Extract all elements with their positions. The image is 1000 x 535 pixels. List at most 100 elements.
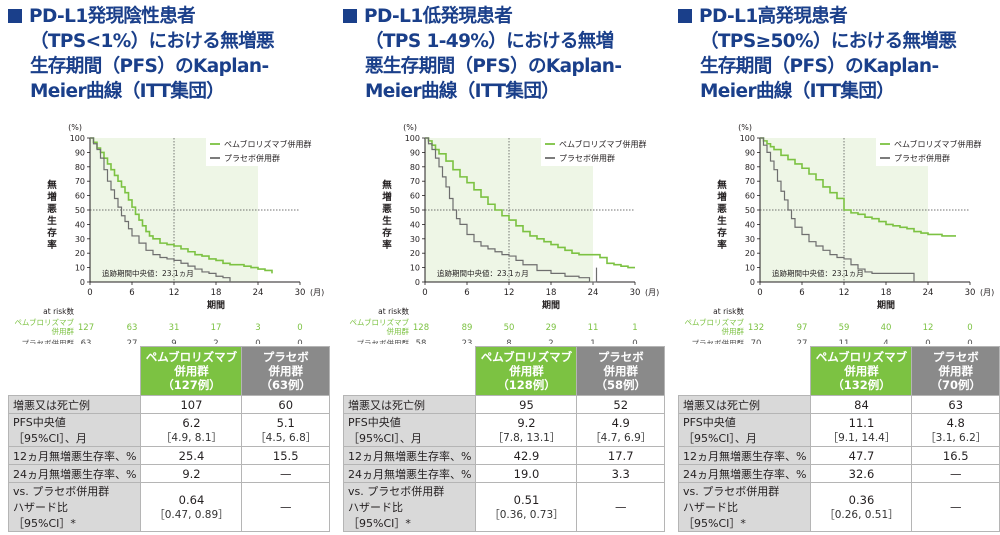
y-axis-label-char: 悪 [47,204,57,215]
at-risk-value: 11 [588,323,599,333]
legend-label-pembro: ペムブロリズマブ併用群 [894,139,982,149]
at-risk-value: 2 [548,339,553,344]
x-unit-label: (月) [645,288,659,297]
at-risk-value: 11 [839,339,850,344]
row-label: 24ヵ月無増悪生存率、% [7,464,142,483]
y-tick-label: 60 [410,192,420,201]
pembro-value: 42.9 [475,446,578,465]
x-unit-label: (月) [980,288,994,297]
placebo-value-line: ［3.1, 6.2］ [925,431,987,444]
pembro-curve [90,137,273,274]
table-row: 増悪又は死亡例 84 63 [677,395,1000,414]
at-risk-row-label: ペムブロリズマブ [349,317,409,327]
pembro-value-line: 0.36 [848,492,875,507]
placebo-value-line: 60 [278,397,294,412]
y-unit-label: (%) [738,123,752,132]
header-pembro-line: 併用群 [844,364,879,378]
y-tick-label: 70 [745,177,755,186]
header-placebo-line: （63例） [260,378,311,392]
placebo-value-line: — [614,500,627,514]
pembro-value-line: 6.2 [182,415,201,430]
placebo-value: — [911,464,1000,483]
y-tick-label: 0 [750,278,755,287]
placebo-value-line: 5.1 [276,415,295,430]
row-label-line: 12ヵ月無増悪生存率、% [683,449,807,463]
x-tick-label: 12 [169,288,180,298]
pembro-value-line: 95 [519,397,534,412]
table-row: 24ヵ月無増悪生存率、% 9.2 — [7,464,330,483]
pembro-value-line: 19.0 [513,466,540,481]
pembro-value-line: 0.51 [513,492,540,507]
pembro-value-line: ［9.1, 14.4］ [827,431,896,444]
legend-label-placebo: プラセボ併用群 [559,153,615,163]
header-pembro-line: 併用群 [509,364,544,378]
pembro-value-line: 47.7 [848,448,875,463]
y-tick-label: 100 [70,134,85,143]
at-risk-value: 127 [78,323,94,333]
legend-label-pembro: ペムブロリズマブ併用群 [559,139,647,149]
x-tick-label: 24 [253,288,264,298]
placebo-value-line: 16.5 [942,448,969,463]
at-risk-value: 12 [923,323,934,333]
header-placebo-line: （70例） [930,378,981,392]
at-risk-value: 0 [297,323,302,333]
placebo-value: 5.1 ［4.5, 6.8］ [241,413,330,447]
row-label: 24ヵ月無増悪生存率、% [677,464,812,483]
x-axis-label: 期間 [207,299,225,311]
row-label: PFS中央値 ［95%CI］、月 [7,413,142,447]
panel-title: PD-L1発現陰性患者 （TPS<1%）における無増悪 生存期間（PFS）のKa… [8,4,326,104]
row-label-line: PFS中央値 [13,416,66,429]
header-pembro-line: （132例） [832,378,891,392]
at-risk-value: 0 [967,339,972,344]
row-label-line: ［95%CI］* [348,517,411,530]
row-label-line: ［95%CI］* [13,517,76,530]
row-label: 12ヵ月無増悪生存率、% [342,446,477,465]
y-axis-label-char: 無 [382,179,392,191]
y-tick-label: 20 [745,249,755,258]
placebo-curve [425,137,598,283]
header-pembro: ペムブロリズマブ 併用群 （128例） [475,346,578,396]
y-tick-label: 30 [75,235,85,244]
header-pembro-line: ペムブロリズマブ [815,350,908,364]
y-tick-label: 50 [745,206,755,215]
table-row: vs. プラセボ併用群 ハザード比 ［95%CI］* 0.36 ［0.26, 0.51］… [677,482,1000,532]
legend-box [876,136,994,166]
at-risk-value: 27 [797,339,808,344]
pembro-value: 25.4 [140,446,243,465]
title-bullet-icon [678,9,692,23]
x-axis-label: 期間 [542,299,560,311]
x-tick-label: 18 [546,288,557,298]
y-tick-label: 90 [745,148,755,157]
at-risk-value: 0 [967,323,972,333]
header-blank-cell [343,346,476,396]
placebo-value: 15.5 [241,446,330,465]
y-tick-label: 40 [75,220,85,229]
x-tick-label: 30 [965,288,976,298]
at-risk-value: 4 [883,339,888,344]
y-tick-label: 80 [75,163,85,172]
pembro-value-line: 11.1 [848,415,875,430]
x-tick-label: 6 [129,288,134,298]
table-row: 24ヵ月無増悪生存率、% 32.6 — [677,464,1000,483]
pembro-value: 107 [140,395,243,414]
y-tick-label: 20 [75,249,85,258]
y-tick-label: 60 [745,192,755,201]
at-risk-label: at risk数 [378,306,409,316]
table-header-row: ペムブロリズマブ 併用群 （127例） プラセボ 併用群 （63例） [8,346,330,396]
y-axis-label-char: 存 [716,227,727,239]
y-axis-label-char: 無 [47,179,57,191]
placebo-value: 63 [911,395,1000,414]
x-tick-label: 12 [839,288,850,298]
panel-tps-high: PD-L1高発現患者 （TPS≥50%）における無増悪 生存期間（PFS）のKa… [670,0,1000,535]
row-label-line: ［95%CI］* [683,517,746,530]
pembro-curve [760,137,956,237]
pembro-value: 6.2 ［4.9, 8.1］ [140,413,243,447]
x-tick-label: 6 [464,288,469,298]
title-bullet-icon [343,9,357,23]
table-row: PFS中央値 ［95%CI］、月 6.2 ［4.9, 8.1］ 5.1 ［4.5, 6.8… [7,413,330,447]
y-axis-label-char: 率 [382,239,392,251]
table-row: 12ヵ月無増悪生存率、% 25.4 15.5 [7,446,330,465]
header-pembro: ペムブロリズマブ 併用群 （132例） [810,346,913,396]
at-risk-row-label: プラセボ併用群 [22,338,75,344]
pembro-curve [425,137,635,269]
